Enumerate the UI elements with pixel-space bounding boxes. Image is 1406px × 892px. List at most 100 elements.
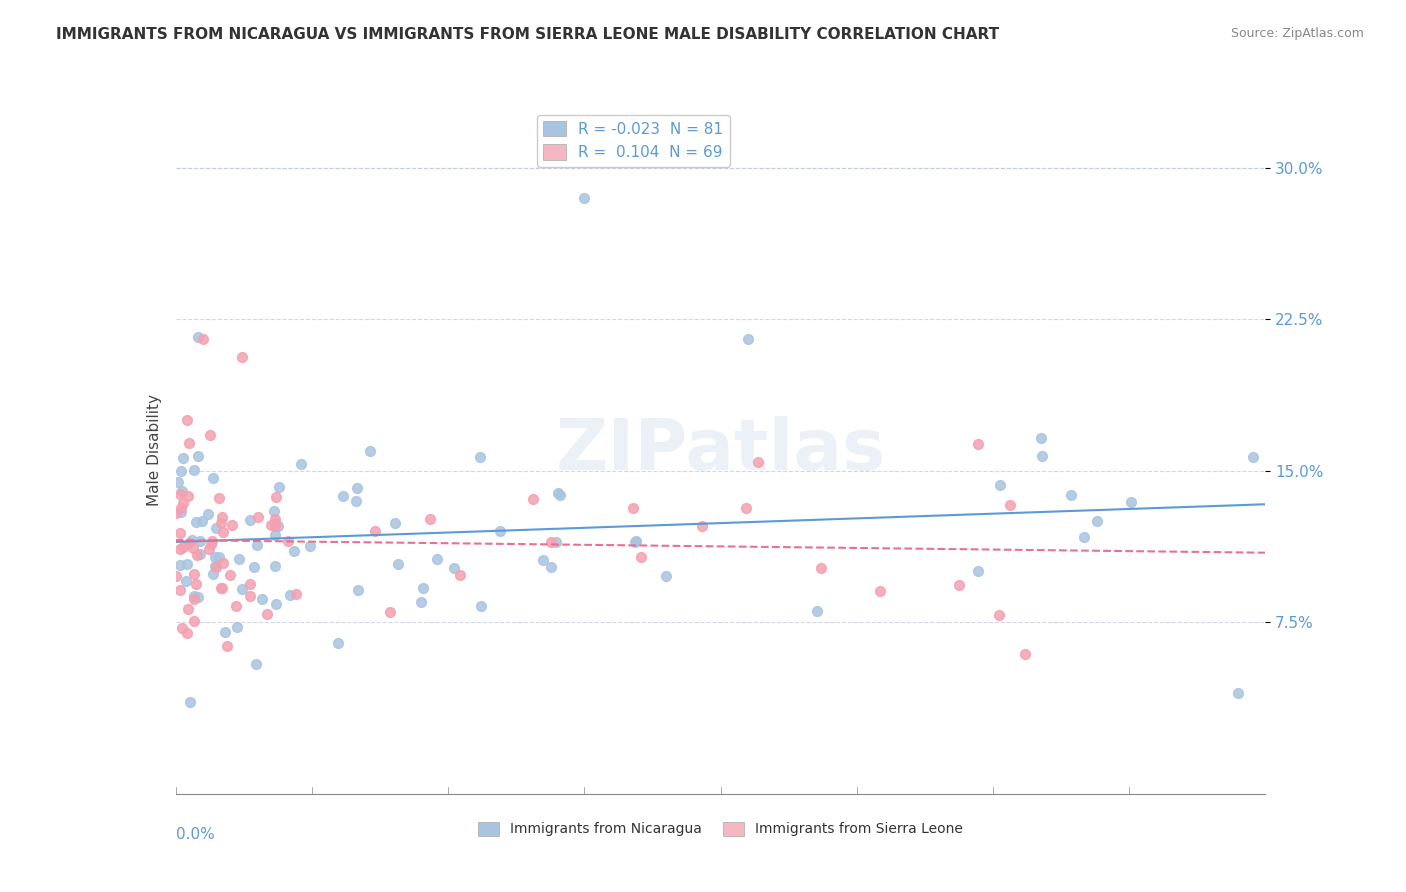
Point [184, 577, 207, 591]
Point [211, 581, 233, 595]
Point [426, 552, 449, 566]
Point [387, 557, 409, 571]
Point [226, 620, 249, 634]
Point [266, 518, 288, 533]
Point [169, 583, 191, 598]
Point [531, 553, 554, 567]
Point [810, 561, 832, 575]
Point [231, 582, 253, 597]
Point [172, 541, 194, 555]
Point [221, 518, 243, 533]
Point [346, 582, 368, 597]
Point [266, 490, 288, 504]
Point [1031, 449, 1053, 463]
Point [278, 588, 301, 602]
Point [267, 480, 290, 494]
Point [228, 552, 250, 566]
Point [200, 427, 222, 442]
Point [488, 524, 510, 538]
Point [181, 533, 204, 548]
Point [245, 657, 267, 671]
Point [207, 550, 229, 565]
Point [169, 526, 191, 541]
Point [172, 621, 194, 635]
Point [219, 568, 242, 582]
Point [202, 566, 225, 581]
Point [298, 539, 321, 553]
Point [285, 587, 308, 601]
Point [211, 524, 233, 539]
Point [205, 560, 228, 574]
Point [176, 490, 198, 504]
Point [735, 501, 758, 516]
Point [204, 549, 226, 564]
Point [250, 591, 273, 606]
Point [967, 437, 990, 451]
Point [546, 535, 568, 549]
Point [264, 528, 287, 542]
Point [1241, 450, 1264, 465]
Point [170, 464, 193, 478]
Point [948, 578, 970, 592]
Point [540, 560, 562, 574]
Point [522, 492, 544, 507]
Point [1227, 686, 1250, 700]
Point [231, 350, 253, 364]
Point [449, 568, 471, 582]
Point [170, 501, 193, 516]
Point [540, 535, 562, 549]
Point [183, 589, 205, 603]
Point [419, 512, 441, 526]
Point [172, 483, 194, 498]
Point [256, 607, 278, 622]
Point [690, 519, 713, 533]
Point [1121, 495, 1143, 509]
Point [183, 591, 205, 606]
Point [384, 516, 406, 531]
Point [737, 332, 759, 346]
Point [412, 582, 434, 596]
Point [1087, 514, 1109, 528]
Point [169, 558, 191, 573]
Point [264, 516, 287, 530]
Point [208, 491, 231, 506]
Point [176, 626, 198, 640]
Point [359, 443, 381, 458]
Point [211, 582, 233, 596]
Point [225, 599, 247, 613]
Point [263, 518, 285, 533]
Point [176, 413, 198, 427]
Point [283, 544, 305, 558]
Point [190, 514, 212, 528]
Point [264, 597, 287, 611]
Point [344, 493, 367, 508]
Point [187, 450, 209, 464]
Point [165, 506, 187, 520]
Point [243, 560, 266, 574]
Legend: Immigrants from Nicaragua, Immigrants from Sierra Leone: Immigrants from Nicaragua, Immigrants fr… [472, 816, 969, 842]
Point [621, 500, 644, 515]
Point [806, 604, 828, 618]
Point [172, 451, 194, 466]
Point [998, 498, 1021, 512]
Point [328, 636, 350, 650]
Point [177, 535, 200, 549]
Point [191, 332, 214, 346]
Point [174, 574, 197, 589]
Point [188, 534, 211, 549]
Point [179, 695, 201, 709]
Point [200, 537, 222, 551]
Point [204, 558, 226, 573]
Point [184, 516, 207, 530]
Point [364, 524, 387, 538]
Point [869, 584, 891, 599]
Point [1060, 487, 1083, 501]
Point [247, 510, 270, 524]
Point [214, 624, 236, 639]
Point [186, 548, 208, 562]
Point [548, 488, 571, 502]
Text: Source: ZipAtlas.com: Source: ZipAtlas.com [1230, 27, 1364, 40]
Point [169, 487, 191, 501]
Text: ZIPatlas: ZIPatlas [555, 416, 886, 485]
Point [411, 594, 433, 608]
